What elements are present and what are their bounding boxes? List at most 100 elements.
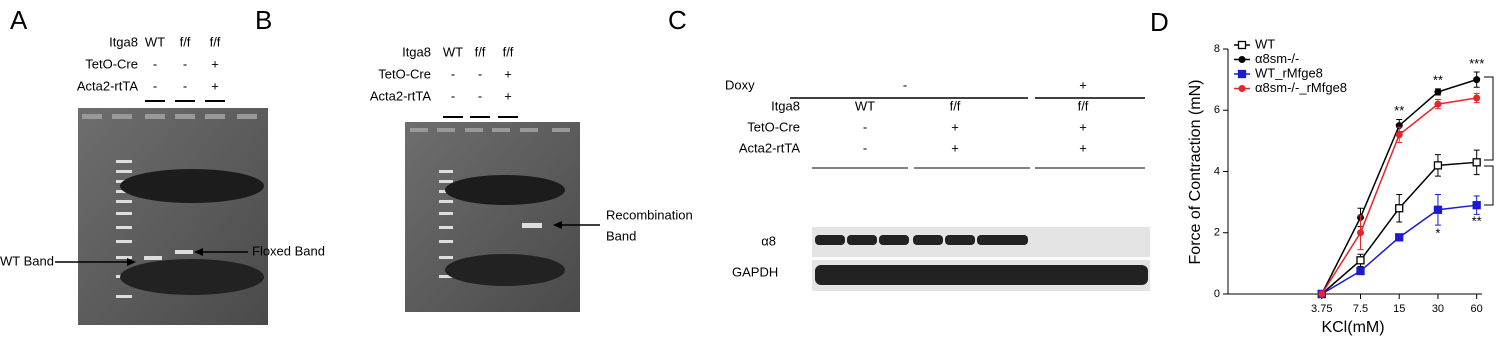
y-tick-label: 6 xyxy=(1214,104,1220,116)
legend-marker xyxy=(1237,69,1247,79)
doxy-group: - xyxy=(903,77,907,92)
panel-letter: D xyxy=(1150,7,1169,37)
significance: *** xyxy=(1469,56,1484,71)
significance: ** xyxy=(1394,103,1404,118)
genotype: - xyxy=(478,88,482,103)
x-tick-label: 60 xyxy=(1471,303,1483,315)
genotype: - xyxy=(863,119,867,134)
gel-smear xyxy=(445,175,565,205)
legend-label: α8sm-/-_rMfge8 xyxy=(1255,80,1347,95)
genotype: - xyxy=(183,78,187,93)
data-point xyxy=(1318,290,1326,298)
series-line xyxy=(1321,161,1477,295)
genotype: WT xyxy=(145,34,165,49)
genotype: + xyxy=(951,140,959,155)
legend-label: WT xyxy=(1255,36,1275,51)
row-label: Acta2-rtTA xyxy=(739,140,800,155)
genotype: + xyxy=(504,66,512,81)
gel-wells xyxy=(82,114,257,119)
row-label: TetO-Cre xyxy=(747,119,800,134)
row-label: TetO-Cre xyxy=(85,56,138,71)
blot-bands xyxy=(815,235,1148,285)
genotype: + xyxy=(211,78,219,93)
x-tick-label: 7.5 xyxy=(1353,303,1368,315)
genotype: f/f xyxy=(475,44,486,59)
significance: ** xyxy=(1472,213,1482,228)
genotype: f/f xyxy=(950,98,961,113)
x-tick-label: 30 xyxy=(1432,303,1444,315)
data-point xyxy=(1433,161,1443,170)
data-point xyxy=(1395,233,1404,242)
doxy-label: Doxy xyxy=(725,77,755,92)
genotype: + xyxy=(504,88,512,103)
y-axis-label: Force of Contraction (mN) xyxy=(1187,80,1204,265)
genotype: - xyxy=(863,140,867,155)
genotype: + xyxy=(1079,119,1087,134)
x-axis-label: KCl(mM) xyxy=(1321,319,1384,336)
gel-smear xyxy=(120,169,264,203)
doxy-group: + xyxy=(1079,77,1087,92)
legend-marker xyxy=(1238,85,1246,92)
significance: * xyxy=(1435,226,1440,241)
data-point xyxy=(1356,229,1364,237)
blot-label: α8 xyxy=(761,233,776,248)
legend-label: WT_rMfge8 xyxy=(1255,65,1323,80)
gel-smear xyxy=(120,259,264,295)
genotype: f/f xyxy=(180,34,191,49)
gel-band xyxy=(144,256,162,260)
genotype: WT xyxy=(855,98,875,113)
data-point xyxy=(1356,256,1365,265)
blot-label: GAPDH xyxy=(732,264,778,279)
row-label: Acta2-rtTA xyxy=(77,78,138,93)
genotype: - xyxy=(153,78,157,93)
gel-smear xyxy=(445,254,565,286)
panel-letter: A xyxy=(10,5,28,35)
panel-letter: C xyxy=(668,5,687,35)
band-label: WT Band xyxy=(0,253,54,268)
gel-band xyxy=(522,223,542,228)
genotype: - xyxy=(183,56,187,71)
data-point xyxy=(1433,205,1443,214)
y-tick-label: 0 xyxy=(1214,288,1220,300)
genotype: + xyxy=(1079,140,1087,155)
row-label: Itga8 xyxy=(771,98,800,113)
genotype: f/f xyxy=(210,34,221,49)
genotype: f/f xyxy=(503,44,514,59)
legend-marker xyxy=(1237,40,1247,50)
genotype: + xyxy=(951,119,959,134)
arrow-head xyxy=(194,248,203,256)
data-point xyxy=(1473,76,1481,84)
legend-marker xyxy=(1238,56,1246,63)
row-label: Itga8 xyxy=(402,44,431,59)
genotype: - xyxy=(451,66,455,81)
bracket xyxy=(1484,76,1494,206)
panel-letter: B xyxy=(255,5,272,35)
row-label: Acta2-rtTA xyxy=(370,88,431,103)
arrow-head xyxy=(553,221,562,229)
row-label: TetO-Cre xyxy=(378,66,431,81)
band-label: Band xyxy=(606,228,636,243)
genotype: - xyxy=(153,56,157,71)
y-tick-label: 8 xyxy=(1214,43,1220,55)
genotype: f/f xyxy=(1078,98,1089,113)
x-tick-label: 3.75 xyxy=(1311,303,1332,315)
y-tick-label: 2 xyxy=(1214,227,1220,239)
significance: ** xyxy=(1433,73,1443,88)
arrow-head xyxy=(127,258,136,266)
data-point xyxy=(1356,266,1365,276)
band-label: Recombination xyxy=(606,207,693,222)
legend-label: α8sm-/- xyxy=(1255,51,1299,66)
genotype: WT xyxy=(443,44,463,59)
data-point xyxy=(1395,204,1404,213)
genotype: - xyxy=(478,66,482,81)
data-point xyxy=(1473,94,1481,102)
gel-wells xyxy=(410,128,570,132)
x-tick-label: 15 xyxy=(1393,303,1405,315)
genotype: - xyxy=(451,88,455,103)
data-point xyxy=(1472,201,1481,210)
genotype: + xyxy=(211,56,219,71)
y-tick-label: 4 xyxy=(1214,165,1220,177)
gel-band xyxy=(175,250,193,254)
data-point xyxy=(1434,100,1442,108)
